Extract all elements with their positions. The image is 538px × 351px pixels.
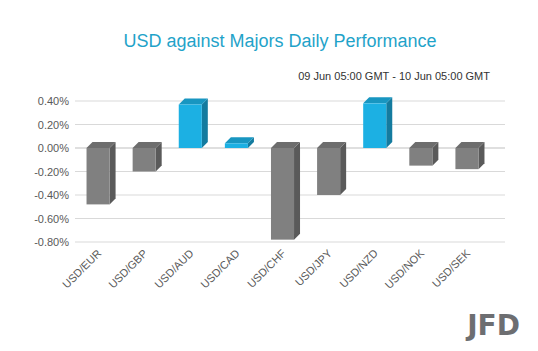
grid-line [75,101,505,102]
x-tick-label: USD/NOK [382,246,426,290]
y-tick-label: -0.80% [34,236,69,248]
bar-top [363,97,392,103]
bar [455,148,478,169]
x-tick-label: USD/AUD [152,247,196,291]
bar [87,148,110,204]
bar [409,148,432,166]
bar-top [133,142,162,148]
x-tick-label: USD/CHF [245,247,288,290]
x-tick-label: USD/NZD [337,247,380,290]
subtitle: 09 Jun 05:00 GMT - 10 Jun 05:00 GMT [298,70,490,82]
logo: JFD [465,309,520,342]
x-tick-label: USD/JPY [293,246,335,288]
bar [133,148,156,172]
bar-side [340,142,346,195]
chart-svg: USD against Majors Daily Performance 09 J… [0,0,538,351]
bar-top [271,142,300,148]
title: USD against Majors Daily Performance [123,31,436,51]
grid-line [75,242,505,243]
y-tick-label: 0.00% [38,142,69,154]
bar-top [317,142,346,148]
y-tick-label: 0.20% [38,119,69,131]
bar-side [386,97,392,148]
grid-line [75,124,505,125]
chart-container: USD against Majors Daily Performance 09 J… [0,0,538,351]
bar-side [110,142,116,204]
y-axis: -0.80% -0.60% -0.40% -0.20% 0.00% 0.20% 0.40% [34,95,505,248]
bar-side [294,142,300,240]
x-tick-label: USD/SEK [430,246,473,289]
bar-top [409,142,438,148]
x-tick-label: USD/CAD [198,247,242,291]
y-tick-label: 0.40% [38,95,69,107]
x-tick-label: USD/EUR [60,247,104,291]
x-tick-label: USD/GBP [106,247,149,290]
bar-top [225,137,254,143]
bars [87,97,485,239]
bar [363,103,386,148]
bar [225,143,248,148]
bar [179,105,202,148]
y-tick-label: -0.40% [34,189,69,201]
bar-side [202,99,208,148]
bar-top [455,142,484,148]
y-tick-label: -0.60% [34,213,69,225]
bar-top [87,142,116,148]
bar [271,148,294,240]
bar-top [179,99,208,105]
x-axis: USD/EURUSD/GBPUSD/AUDUSD/CADUSD/CHFUSD/J… [60,246,473,290]
y-tick-label: -0.20% [34,166,69,178]
bar [317,148,340,195]
